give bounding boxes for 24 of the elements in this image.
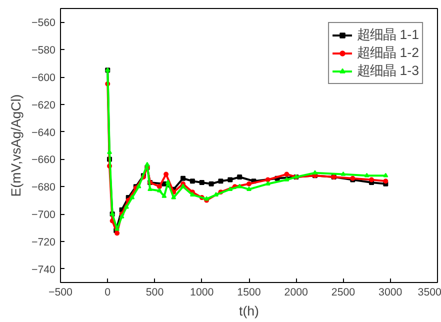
x-tick-label: 1500 [237,286,261,298]
x-tick-label: 500 [146,286,164,298]
y-tick-label: −700 [31,209,56,221]
x-tick-label: 2500 [331,286,356,298]
y-tick-label: −640 [31,126,56,139]
legend-label: 超细晶 1-3 [357,62,419,80]
legend-label: 超细晶 1-2 [357,44,419,62]
y-axis-title: E(mV,vsAg/AgCl) [8,94,24,197]
x-tick-label: 1000 [190,286,214,298]
y-tick-label: −620 [31,99,56,112]
y-tick-label: −600 [31,72,56,84]
x-axis-title: t(h) [239,304,260,318]
x-tick-label: 2000 [284,286,308,298]
y-tick-label: −560 [31,17,56,30]
x-tick-label: 3500 [418,286,441,298]
x-tick-label: −500 [48,286,73,298]
y-tick-label: −680 [31,182,56,194]
x-tick-label: 3000 [378,286,402,298]
y-tick-label: −720 [31,236,56,248]
x-tick-label: 0 [104,286,111,298]
y-tick-label: −740 [31,264,56,276]
legend-label: 超细晶 1-1 [357,26,419,44]
y-tick-label: −580 [31,44,56,57]
y-tick-label: −660 [31,154,56,166]
